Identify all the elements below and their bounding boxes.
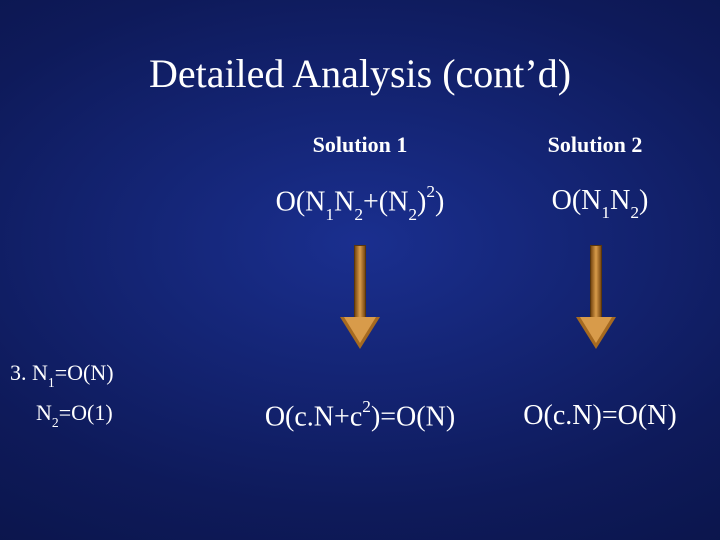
text: =O(1): [59, 400, 113, 425]
text: N: [36, 400, 52, 425]
subscript: 2: [630, 203, 639, 222]
formula-solution-1-top: O(N1N2+(N2)2): [230, 185, 490, 222]
column-header-solution-1: Solution 1: [260, 132, 460, 158]
arrow-down-icon: [576, 245, 616, 355]
text: O(N: [276, 186, 326, 217]
slide-title: Detailed Analysis (cont’d): [0, 50, 720, 97]
subscript: 1: [325, 205, 334, 224]
text: +(N: [363, 186, 408, 217]
assumption-line-2: N2=O(1): [36, 400, 113, 429]
formula-solution-2-top: O(N1N2): [520, 185, 680, 221]
subscript: 2: [354, 205, 363, 224]
subscript: 2: [52, 415, 59, 430]
text: O(c.N+c: [265, 401, 362, 432]
column-header-solution-2: Solution 2: [510, 132, 680, 158]
text: ): [417, 186, 426, 217]
text: O(N: [552, 185, 602, 216]
subscript: 2: [408, 205, 417, 224]
superscript: 2: [426, 182, 435, 201]
text: ): [435, 186, 444, 217]
text: =O(N): [55, 360, 114, 385]
assumption-line-1: 3. N1=O(N): [10, 360, 114, 389]
formula-solution-2-bottom: O(c.N)=O(N): [500, 400, 700, 432]
text: )=O(N): [371, 401, 455, 432]
text: 3. N: [10, 360, 48, 385]
text: N: [334, 186, 354, 217]
arrow-down-icon: [340, 245, 380, 355]
superscript: 2: [362, 397, 371, 416]
text: ): [639, 185, 648, 216]
text: N: [610, 185, 630, 216]
subscript: 1: [48, 375, 55, 390]
subscript: 1: [601, 203, 610, 222]
formula-solution-1-bottom: O(c.N+c2)=O(N): [230, 400, 490, 433]
